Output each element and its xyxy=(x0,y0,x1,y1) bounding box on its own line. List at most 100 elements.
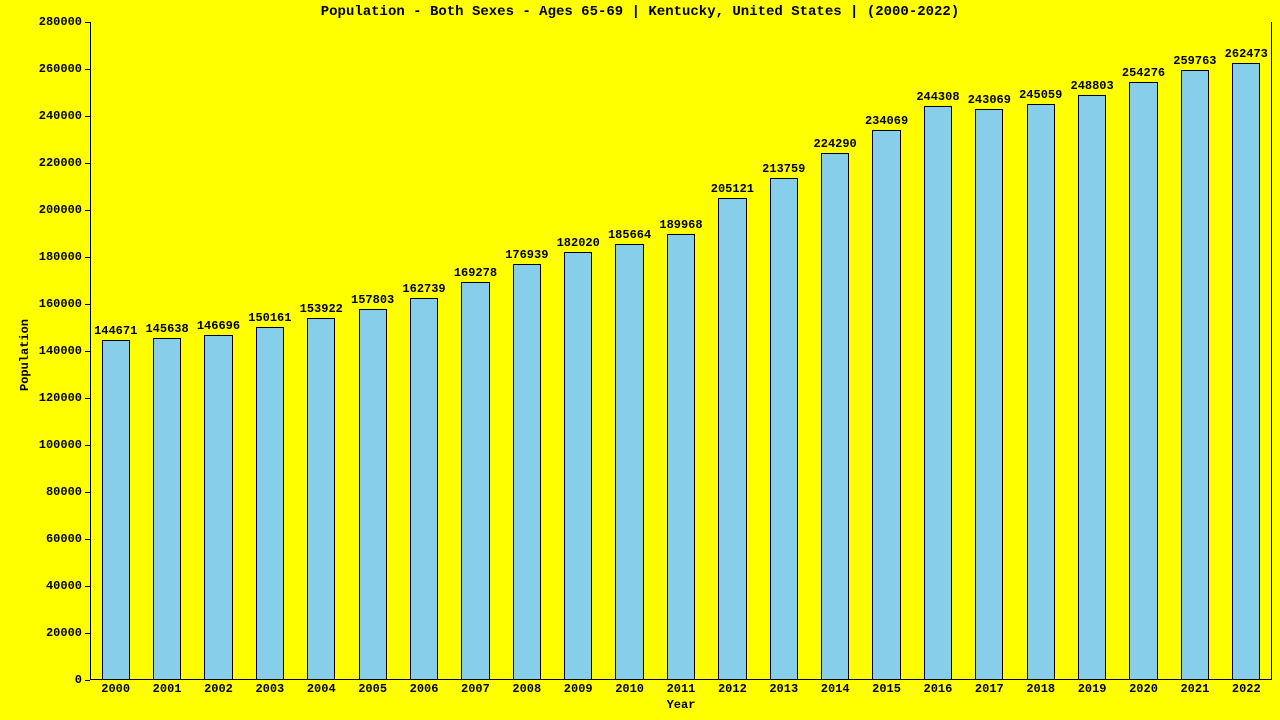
y-tick-mark xyxy=(85,539,90,540)
bar-value-label: 162739 xyxy=(398,282,449,296)
bar-value-label: 145638 xyxy=(141,322,192,336)
bar-value-label: 243069 xyxy=(964,93,1015,107)
y-tick-mark xyxy=(85,116,90,117)
bar xyxy=(975,109,1003,680)
bar xyxy=(872,130,900,680)
bar-value-label: 157803 xyxy=(347,293,398,307)
y-tick-label: 220000 xyxy=(0,156,82,170)
y-tick-mark xyxy=(85,492,90,493)
y-tick-label: 200000 xyxy=(0,203,82,217)
y-tick-mark xyxy=(85,69,90,70)
bar xyxy=(153,338,181,680)
bar-value-label: 248803 xyxy=(1066,79,1117,93)
y-tick-label: 280000 xyxy=(0,15,82,29)
bar xyxy=(1232,63,1260,680)
y-tick-label: 120000 xyxy=(0,391,82,405)
bar-value-label: 189968 xyxy=(655,218,706,232)
x-tick-label: 2017 xyxy=(964,682,1015,696)
x-tick-label: 2020 xyxy=(1118,682,1169,696)
x-tick-label: 2021 xyxy=(1169,682,1220,696)
x-tick-label: 2016 xyxy=(912,682,963,696)
bar xyxy=(1027,104,1055,680)
y-tick-label: 0 xyxy=(0,673,82,687)
y-tick-mark xyxy=(85,586,90,587)
bar xyxy=(256,327,284,680)
y-tick-mark xyxy=(85,351,90,352)
bar-value-label: 254276 xyxy=(1118,66,1169,80)
y-tick-mark xyxy=(85,22,90,23)
x-tick-label: 2018 xyxy=(1015,682,1066,696)
bar-value-label: 150161 xyxy=(244,311,295,325)
x-tick-label: 2003 xyxy=(244,682,295,696)
bar-value-label: 176939 xyxy=(501,248,552,262)
y-axis-line xyxy=(90,22,91,680)
y-tick-label: 140000 xyxy=(0,344,82,358)
bar xyxy=(410,298,438,680)
bar xyxy=(461,282,489,680)
bar-value-label: 144671 xyxy=(90,324,141,338)
x-tick-label: 2015 xyxy=(861,682,912,696)
bar-value-label: 213759 xyxy=(758,162,809,176)
y-tick-mark xyxy=(85,398,90,399)
x-tick-label: 2014 xyxy=(809,682,860,696)
x-tick-label: 2001 xyxy=(141,682,192,696)
y-tick-mark xyxy=(85,163,90,164)
bar-value-label: 169278 xyxy=(450,266,501,280)
bar xyxy=(821,153,849,680)
x-tick-label: 2007 xyxy=(450,682,501,696)
bar-value-label: 185664 xyxy=(604,228,655,242)
chart-title: Population - Both Sexes - Ages 65-69 | K… xyxy=(0,4,1280,20)
y-tick-mark xyxy=(85,445,90,446)
y-tick-label: 180000 xyxy=(0,250,82,264)
y-tick-label: 60000 xyxy=(0,532,82,546)
y-tick-label: 160000 xyxy=(0,297,82,311)
y-tick-label: 80000 xyxy=(0,485,82,499)
x-tick-label: 2019 xyxy=(1066,682,1117,696)
bar-value-label: 245059 xyxy=(1015,88,1066,102)
x-tick-label: 2010 xyxy=(604,682,655,696)
bar-value-label: 153922 xyxy=(296,302,347,316)
bar-value-label: 262473 xyxy=(1221,47,1272,61)
y-tick-label: 260000 xyxy=(0,62,82,76)
y-axis-label: Population xyxy=(18,319,32,391)
bar-value-label: 182020 xyxy=(553,236,604,250)
bar-value-label: 146696 xyxy=(193,319,244,333)
bar xyxy=(924,106,952,680)
bar-value-label: 244308 xyxy=(912,90,963,104)
bar xyxy=(1181,70,1209,680)
y-tick-mark xyxy=(85,304,90,305)
bar-value-label: 234069 xyxy=(861,114,912,128)
y-tick-mark xyxy=(85,680,90,681)
x-tick-label: 2002 xyxy=(193,682,244,696)
y-tick-label: 100000 xyxy=(0,438,82,452)
x-tick-label: 2000 xyxy=(90,682,141,696)
x-tick-label: 2011 xyxy=(655,682,706,696)
bar xyxy=(564,252,592,680)
x-tick-label: 2004 xyxy=(296,682,347,696)
bar xyxy=(770,178,798,680)
bar xyxy=(359,309,387,680)
y-tick-mark xyxy=(85,210,90,211)
bar xyxy=(1129,82,1157,680)
y-tick-label: 240000 xyxy=(0,109,82,123)
bar xyxy=(204,335,232,680)
bar xyxy=(1078,95,1106,680)
y-tick-mark xyxy=(85,633,90,634)
x-tick-label: 2009 xyxy=(553,682,604,696)
x-tick-label: 2022 xyxy=(1221,682,1272,696)
x-tick-label: 2013 xyxy=(758,682,809,696)
bar xyxy=(307,318,335,680)
x-axis-label: Year xyxy=(90,698,1272,712)
x-tick-label: 2006 xyxy=(398,682,449,696)
y-axis-right-line xyxy=(1271,22,1272,680)
x-tick-label: 2008 xyxy=(501,682,552,696)
x-tick-label: 2005 xyxy=(347,682,398,696)
population-bar-chart: Population - Both Sexes - Ages 65-69 | K… xyxy=(0,0,1280,720)
bar xyxy=(718,198,746,680)
y-tick-label: 40000 xyxy=(0,579,82,593)
bar xyxy=(102,340,130,680)
bar xyxy=(667,234,695,680)
bar xyxy=(513,264,541,680)
y-tick-mark xyxy=(85,257,90,258)
bar-value-label: 205121 xyxy=(707,182,758,196)
